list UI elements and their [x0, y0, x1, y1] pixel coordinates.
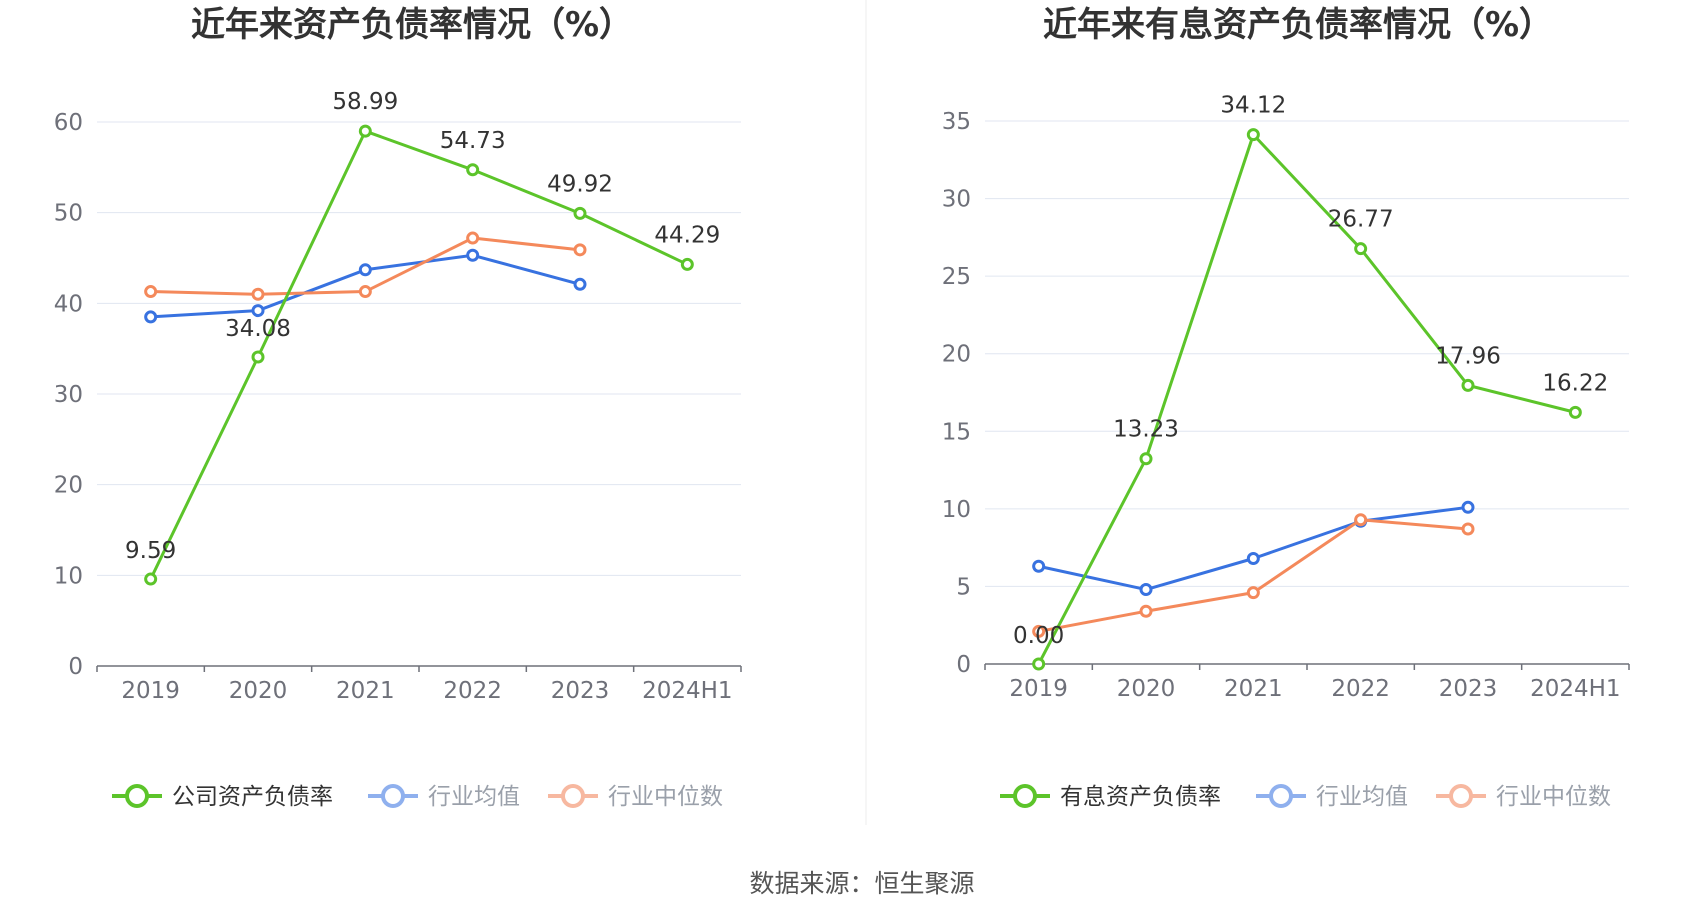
- data-point[interactable]: [466, 163, 480, 177]
- data-point[interactable]: [1246, 586, 1260, 600]
- y-tick-label: 25: [942, 264, 971, 290]
- data-point[interactable]: [1139, 604, 1153, 618]
- legend-swatch-marker: [381, 784, 405, 808]
- legend-item[interactable]: 行业均值: [1256, 784, 1408, 810]
- x-tick-label: 2022: [1331, 676, 1390, 702]
- series-line: [1037, 133, 1576, 665]
- data-point[interactable]: [466, 248, 480, 262]
- series-line: [1038, 518, 1469, 633]
- x-tick-label: 2019: [121, 678, 180, 704]
- legend-label: 有息资产负债率: [1060, 784, 1221, 810]
- legend-label: 行业中位数: [1496, 784, 1611, 810]
- data-point[interactable]: [1032, 624, 1046, 638]
- y-tick-label: 15: [942, 419, 971, 445]
- legend-item[interactable]: 公司资产负债率: [112, 784, 333, 810]
- y-tick-label: 35: [942, 109, 971, 135]
- y-tick-label: 5: [956, 574, 971, 600]
- right-chart: 近年来有息资产负债率情况（%） 0 5 10 15 20 25 30 35 2019 2020 202…: [942, 5, 1630, 810]
- series-line: [1038, 505, 1469, 592]
- data-point[interactable]: [358, 263, 372, 277]
- data-point[interactable]: [251, 304, 265, 318]
- x-tick-label: 2024H1: [1530, 676, 1620, 702]
- legend-item[interactable]: 行业均值: [368, 784, 520, 810]
- data-point[interactable]: [144, 572, 158, 586]
- data-point[interactable]: [466, 231, 480, 245]
- x-tick-label: 2020: [229, 678, 288, 704]
- y-tick-label: 30: [54, 382, 83, 408]
- legend-swatch-marker: [1013, 784, 1037, 808]
- y-tick-label: 20: [942, 342, 971, 368]
- data-point[interactable]: [1568, 405, 1582, 419]
- x-tick-label: 2020: [1117, 676, 1176, 702]
- data-label: 44.29: [654, 222, 720, 248]
- x-tick-label: 2022: [443, 678, 502, 704]
- data-label: 34.12: [1220, 93, 1286, 119]
- data-point[interactable]: [1139, 452, 1153, 466]
- data-point[interactable]: [1461, 500, 1475, 514]
- source-note: 数据来源：恒生聚源: [749, 869, 974, 898]
- legend-label: 公司资产负债率: [172, 784, 333, 810]
- y-tick-label: 20: [54, 473, 83, 499]
- left-chart: 近年来资产负债率情况（%） 0 10 20 30 40 50 60 2019 2020 2021 20…: [54, 5, 742, 810]
- data-point[interactable]: [573, 243, 587, 257]
- data-point[interactable]: [1461, 522, 1475, 536]
- y-tick-label: 10: [54, 563, 83, 589]
- legend-label: 行业均值: [1316, 784, 1408, 810]
- y-tick-label: 40: [54, 291, 83, 317]
- data-point[interactable]: [1032, 559, 1046, 573]
- chart-title: 近年来资产负债率情况（%）: [191, 5, 633, 45]
- data-label: 16.22: [1542, 370, 1608, 396]
- data-point[interactable]: [573, 206, 587, 220]
- legend-swatch-marker: [125, 784, 149, 808]
- y-tick-label: 50: [54, 201, 83, 227]
- data-label: 0.00: [1013, 623, 1064, 649]
- data-point[interactable]: [251, 287, 265, 301]
- x-tick-label: 2021: [1224, 676, 1283, 702]
- y-tick-label: 60: [54, 110, 83, 136]
- data-point[interactable]: [144, 310, 158, 324]
- data-point[interactable]: [1246, 552, 1260, 566]
- data-point[interactable]: [358, 285, 372, 299]
- y-tick-label: 0: [68, 654, 83, 680]
- data-point[interactable]: [144, 285, 158, 299]
- legend-label: 行业中位数: [608, 784, 723, 810]
- legend-item[interactable]: 行业中位数: [548, 784, 723, 810]
- data-label: 26.77: [1328, 207, 1394, 233]
- data-point[interactable]: [1032, 657, 1046, 671]
- x-tick-label: 2023: [1439, 676, 1498, 702]
- chart-title: 近年来有息资产负债率情况（%）: [1043, 5, 1553, 45]
- x-tick-label: 2019: [1009, 676, 1068, 702]
- data-label: 17.96: [1435, 343, 1501, 369]
- legend-item[interactable]: 有息资产负债率: [1000, 784, 1221, 810]
- legend-item[interactable]: 行业中位数: [1436, 784, 1611, 810]
- data-label: 58.99: [332, 89, 398, 115]
- legend-label: 行业均值: [428, 784, 520, 810]
- legend-swatch-marker: [1269, 784, 1293, 808]
- y-tick-label: 10: [942, 497, 971, 523]
- data-label: 54.73: [440, 128, 506, 154]
- data-point[interactable]: [1354, 242, 1368, 256]
- x-tick-label: 2023: [551, 678, 610, 704]
- data-point[interactable]: [680, 257, 694, 271]
- x-tick-label: 2021: [336, 678, 395, 704]
- y-tick-label: 0: [956, 652, 971, 678]
- data-label: 9.59: [125, 538, 176, 564]
- data-point[interactable]: [358, 124, 372, 138]
- data-label: 34.08: [225, 316, 291, 342]
- data-point[interactable]: [573, 277, 587, 291]
- legend-swatch-marker: [561, 784, 585, 808]
- legend-swatch-marker: [1449, 784, 1473, 808]
- data-label: 49.92: [547, 171, 613, 197]
- data-point[interactable]: [1246, 128, 1260, 142]
- series-line: [149, 129, 688, 580]
- x-tick-label: 2024H1: [642, 678, 732, 704]
- y-tick-label: 30: [942, 187, 971, 213]
- data-point[interactable]: [1139, 583, 1153, 597]
- data-point[interactable]: [251, 350, 265, 364]
- data-point[interactable]: [1354, 513, 1368, 527]
- data-label: 13.23: [1113, 417, 1179, 443]
- data-point[interactable]: [1461, 378, 1475, 392]
